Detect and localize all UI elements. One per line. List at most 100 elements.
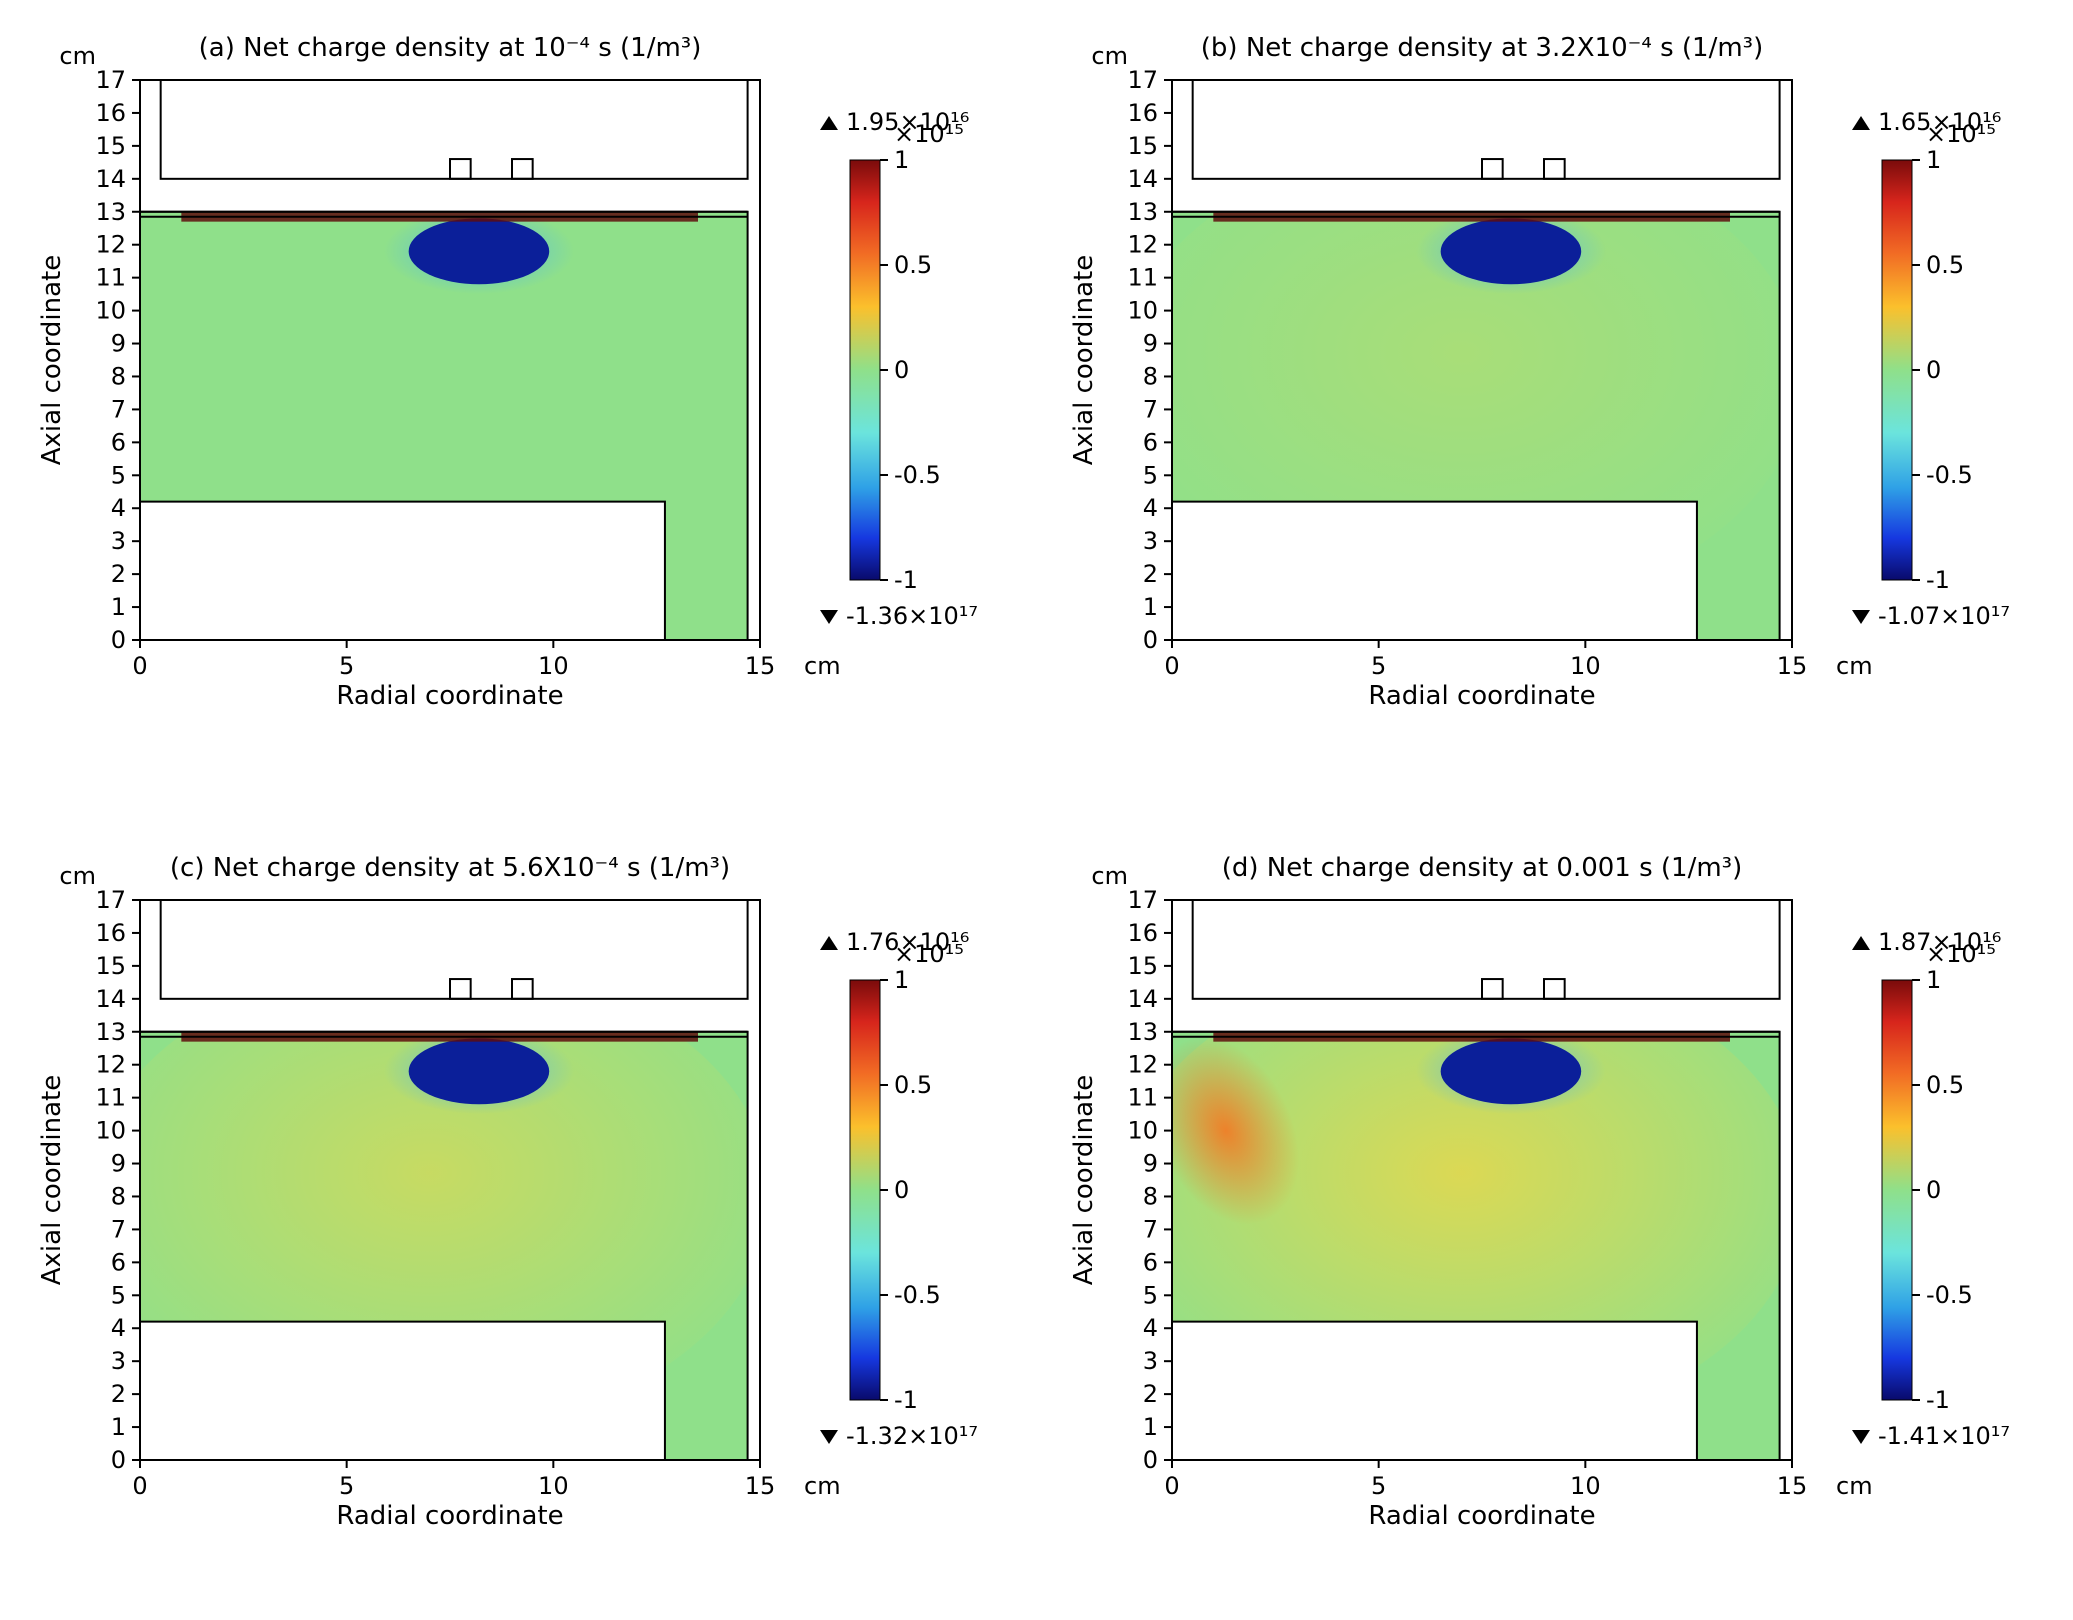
colorbar — [850, 160, 880, 580]
panel-d: 05101501234567891011121314151617cmcmRadi… — [1052, 840, 2054, 1600]
y-tick-label: 16 — [1127, 919, 1158, 947]
y-tick-label: 3 — [111, 1347, 126, 1375]
x-tick-label: 10 — [538, 1472, 569, 1500]
colorbar-tick-label: -0.5 — [1926, 461, 1973, 489]
colorbar-tick-label: 0.5 — [894, 1071, 932, 1099]
y-tick-label: 12 — [1127, 1051, 1158, 1079]
y-tick-label: 17 — [95, 66, 126, 94]
max-triangle-icon — [1852, 116, 1870, 130]
plot-svg: 05101501234567891011121314151617cmcmRadi… — [20, 840, 1020, 1600]
y-tick-label: 15 — [95, 132, 126, 160]
y-tick-label: 12 — [95, 1051, 126, 1079]
x-unit: cm — [1836, 1472, 1873, 1500]
colorbar-tick-label: -1 — [894, 1386, 918, 1414]
y-tick-label: 9 — [111, 330, 126, 358]
y-tick-label: 13 — [1127, 198, 1158, 226]
panel-title: (a) Net charge density at 10⁻⁴ s (1/m³) — [199, 33, 702, 63]
y-tick-label: 10 — [1127, 1117, 1158, 1145]
y-tick-label: 14 — [95, 165, 126, 193]
min-value-label: -1.41×10¹⁷ — [1878, 1422, 2010, 1450]
y-tick-label: 17 — [1127, 886, 1158, 914]
y-tick-label: 11 — [1127, 1084, 1158, 1112]
y-tick-label: 4 — [111, 494, 126, 522]
y-tick-label: 11 — [1127, 264, 1158, 292]
colorbar-tick-label: 0 — [1926, 356, 1941, 384]
max-triangle-icon — [820, 116, 838, 130]
x-axis-label: Radial coordinate — [336, 681, 563, 711]
colorbar-tick-label: 0.5 — [894, 251, 932, 279]
y-tick-label: 15 — [1127, 952, 1158, 980]
y-tick-label: 1 — [1142, 593, 1157, 621]
x-tick-label: 0 — [132, 652, 147, 680]
y-tick-label: 1 — [111, 593, 126, 621]
panel-title: (d) Net charge density at 0.001 s (1/m³) — [1221, 853, 1742, 883]
max-triangle-icon — [1852, 936, 1870, 950]
x-tick-label: 5 — [1371, 652, 1386, 680]
x-unit: cm — [1836, 652, 1873, 680]
y-tick-label: 17 — [1127, 66, 1158, 94]
y-unit: cm — [1091, 42, 1128, 70]
colorbar — [1882, 980, 1912, 1400]
colorbar-tick-label: -1 — [1926, 566, 1950, 594]
x-axis-label: Radial coordinate — [336, 1501, 563, 1531]
y-tick-label: 10 — [1127, 297, 1158, 325]
max-value-label: 1.95×10¹⁶ — [846, 108, 969, 136]
y-tick-label: 4 — [1142, 494, 1157, 522]
y-tick-label: 1 — [1142, 1413, 1157, 1441]
plot-svg: 05101501234567891011121314151617cmcmRadi… — [1052, 20, 2052, 780]
x-tick-label: 15 — [745, 652, 776, 680]
y-tick-label: 5 — [111, 461, 126, 489]
figure-grid: 05101501234567891011121314151617cmcmRadi… — [20, 20, 2053, 1600]
y-tick-label: 14 — [95, 985, 126, 1013]
y-tick-label: 14 — [1127, 985, 1158, 1013]
y-tick-label: 6 — [111, 1248, 126, 1276]
x-tick-label: 15 — [1776, 652, 1807, 680]
colorbar-tick-label: 0 — [1926, 1176, 1941, 1204]
y-tick-label: 5 — [1142, 461, 1157, 489]
colorbar-tick-label: 0.5 — [1926, 1071, 1964, 1099]
y-tick-label: 0 — [1142, 626, 1157, 654]
y-tick-label: 17 — [95, 886, 126, 914]
min-triangle-icon — [820, 1430, 838, 1444]
y-tick-label: 12 — [95, 231, 126, 259]
colorbar-tick-label: -1 — [894, 566, 918, 594]
y-tick-label: 3 — [111, 527, 126, 555]
y-axis-label: Axial coordinate — [1069, 1075, 1099, 1286]
colorbar-tick-label: 1 — [1926, 146, 1941, 174]
y-unit: cm — [59, 42, 96, 70]
x-tick-label: 10 — [1570, 1472, 1601, 1500]
min-value-label: -1.36×10¹⁷ — [846, 602, 978, 630]
y-tick-label: 7 — [1142, 395, 1157, 423]
y-tick-label: 2 — [111, 560, 126, 588]
y-tick-label: 8 — [111, 362, 126, 390]
colorbar-tick-label: 1 — [894, 146, 909, 174]
x-axis-label: Radial coordinate — [1368, 1501, 1595, 1531]
y-tick-label: 16 — [95, 99, 126, 127]
y-tick-label: 11 — [95, 1084, 126, 1112]
y-tick-label: 2 — [1142, 560, 1157, 588]
y-tick-label: 2 — [111, 1380, 126, 1408]
x-tick-label: 5 — [339, 1472, 354, 1500]
y-tick-label: 7 — [111, 1215, 126, 1243]
y-tick-label: 13 — [95, 198, 126, 226]
y-tick-label: 0 — [111, 1446, 126, 1474]
y-tick-label: 15 — [1127, 132, 1158, 160]
y-tick-label: 7 — [111, 395, 126, 423]
x-tick-label: 15 — [1776, 1472, 1807, 1500]
y-tick-label: 15 — [95, 952, 126, 980]
colorbar-tick-label: 1 — [894, 966, 909, 994]
panel-b: 05101501234567891011121314151617cmcmRadi… — [1052, 20, 2054, 780]
x-tick-label: 10 — [538, 652, 569, 680]
y-tick-label: 4 — [111, 1314, 126, 1342]
y-tick-label: 9 — [1142, 1150, 1157, 1178]
y-tick-label: 13 — [95, 1018, 126, 1046]
y-tick-label: 8 — [1142, 362, 1157, 390]
panel-title: (b) Net charge density at 3.2X10⁻⁴ s (1/… — [1200, 33, 1762, 63]
y-axis-label: Axial coordinate — [37, 255, 67, 466]
y-unit: cm — [1091, 862, 1128, 890]
y-tick-label: 4 — [1142, 1314, 1157, 1342]
panel-title: (c) Net charge density at 5.6X10⁻⁴ s (1/… — [170, 853, 730, 883]
x-tick-label: 10 — [1570, 652, 1601, 680]
min-value-label: -1.07×10¹⁷ — [1878, 602, 2010, 630]
y-tick-label: 5 — [1142, 1281, 1157, 1309]
